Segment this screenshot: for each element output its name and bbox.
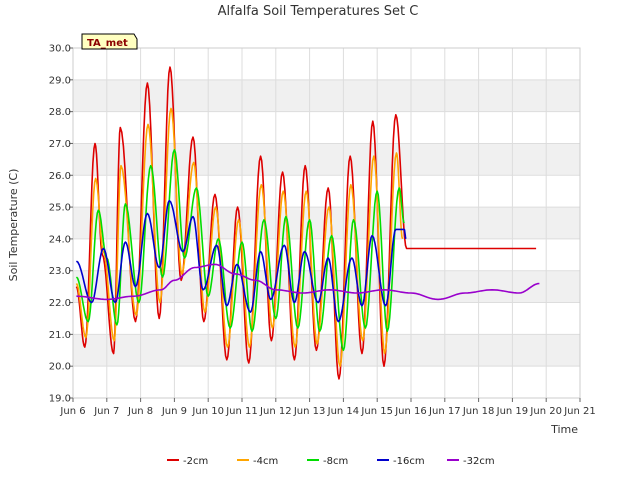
legend-item: -4cm xyxy=(237,456,278,467)
x-tick-label: Jun 9 xyxy=(161,406,187,417)
series-line xyxy=(75,107,404,367)
x-tick-label: Jun 20 xyxy=(529,406,562,417)
plot-band xyxy=(73,334,580,367)
x-tick-label: Jun 12 xyxy=(259,406,292,417)
legend-item: -32cm xyxy=(447,456,495,467)
x-axis-label: Time xyxy=(550,423,578,436)
series-layer xyxy=(75,66,540,380)
legend-item: -8cm xyxy=(307,456,348,467)
series-4 xyxy=(75,199,407,323)
x-tick-label: Jun 8 xyxy=(127,406,153,417)
legend-label: -4cm xyxy=(253,456,278,467)
series-line xyxy=(75,149,405,352)
y-tick-label: 26.0 xyxy=(49,171,71,182)
plot-band xyxy=(73,366,580,398)
ta-met-tag-label: TA_met xyxy=(87,38,128,49)
y-tick-label: 29.0 xyxy=(49,75,71,86)
x-tick-label: Jun 17 xyxy=(428,406,461,417)
legend-item: -2cm xyxy=(167,456,208,467)
x-tick-label: Jun 13 xyxy=(293,406,326,417)
ta-met-tag-box xyxy=(81,33,138,50)
x-tick-label: Jun 16 xyxy=(394,406,427,417)
legend-label: -2cm xyxy=(183,456,208,467)
y-tick-label: 24.0 xyxy=(49,234,71,245)
chart-title: Alfalfa Soil Temperatures Set C xyxy=(218,4,419,19)
y-tick-label: 23.0 xyxy=(49,266,71,277)
ta-met-tag: TA_met xyxy=(81,33,138,50)
plot-band xyxy=(73,48,580,80)
x-axis: Jun 6 Jun 7 Jun 8 Jun 9 Jun 10 Jun 11 Jun 12 Ju… xyxy=(59,398,596,417)
x-tick-label: Jun 19 xyxy=(496,406,529,417)
y-tick-label: 28.0 xyxy=(49,107,71,118)
series-line xyxy=(75,66,537,380)
y-axis: 19.0 20.0 21.0 22.0 23.0 24.0 25.0 26.0 27.0 28.0… xyxy=(49,44,73,405)
legend: -2cm -4cm -8cm -16cm -32cm xyxy=(167,456,495,467)
x-tick-label: Jun 15 xyxy=(360,406,393,417)
y-tick-label: 19.0 xyxy=(49,394,71,405)
series-5 xyxy=(76,263,540,301)
legend-label: -8cm xyxy=(323,456,348,467)
series-line xyxy=(76,263,540,301)
series-1 xyxy=(75,66,537,380)
y-tick-label: 20.0 xyxy=(49,362,71,373)
plot-frame xyxy=(72,47,581,399)
series-3 xyxy=(75,149,405,352)
x-tick-label: Jun 18 xyxy=(462,406,495,417)
legend-item: -16cm xyxy=(377,456,425,467)
y-tick-label: 30.0 xyxy=(49,44,71,55)
plot-band xyxy=(73,111,580,144)
plot-band xyxy=(73,79,580,112)
series-2 xyxy=(75,107,404,367)
y-axis-label: Soil Temperature (C) xyxy=(7,169,20,282)
series-line xyxy=(75,199,407,323)
x-tick-label: Jun 11 xyxy=(225,406,258,417)
x-tick-label: Jun 10 xyxy=(191,406,224,417)
x-tick-label: Jun 7 xyxy=(93,406,119,417)
x-tick-label: Jun 21 xyxy=(563,406,596,417)
plot-band xyxy=(73,143,580,176)
y-tick-label: 27.0 xyxy=(49,139,71,150)
x-tick-label: Jun 6 xyxy=(59,406,85,417)
legend-label: -16cm xyxy=(393,456,425,467)
plot-band xyxy=(73,302,580,335)
y-tick-label: 21.0 xyxy=(49,330,71,341)
legend-label: -32cm xyxy=(463,456,495,467)
y-tick-label: 22.0 xyxy=(49,298,71,309)
y-tick-label: 25.0 xyxy=(49,203,71,214)
x-tick-label: Jun 14 xyxy=(327,406,360,417)
